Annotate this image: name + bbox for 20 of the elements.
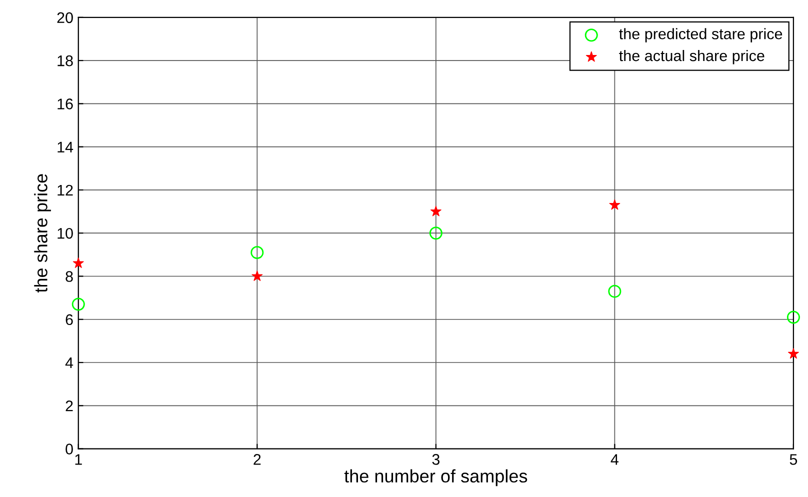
- y-tick-label: 2: [66, 400, 73, 412]
- y-tick-label: 6: [66, 314, 73, 326]
- y-tick-label: 4: [65, 358, 74, 368]
- y-tick-label: 10: [58, 228, 73, 239]
- x-tick-label: 2: [254, 454, 261, 465]
- y-tick-label: 12: [58, 184, 73, 196]
- y-tick-label: 14: [58, 142, 74, 152]
- legend-label: the actual share price: [619, 50, 764, 64]
- x-axis-title: the number of samples: [344, 469, 528, 486]
- y-tick-label: 8: [66, 271, 73, 282]
- x-tick-label: 3: [432, 454, 440, 465]
- legend-label: the predicted stare price: [619, 28, 782, 42]
- y-axis-title: the share price: [34, 174, 51, 293]
- x-tick-label: 1: [75, 454, 82, 465]
- x-tick-label: 4: [610, 454, 618, 465]
- y-tick-label: 20: [57, 12, 73, 24]
- y-tick-label: 18: [58, 55, 73, 66]
- y-tick-label: 0: [66, 444, 73, 454]
- x-tick-label: 5: [790, 454, 798, 465]
- y-tick-label: 16: [58, 98, 73, 110]
